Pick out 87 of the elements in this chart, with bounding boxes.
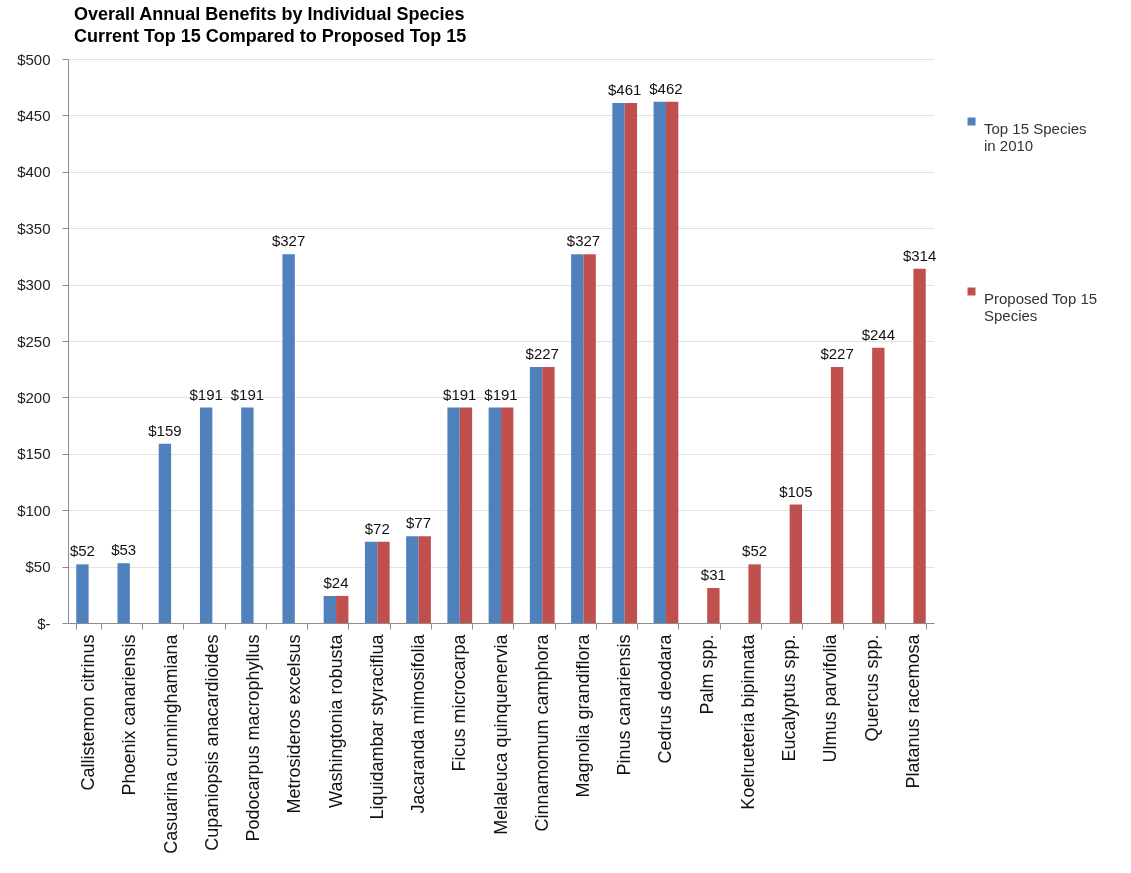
data-label: $461 — [608, 80, 642, 98]
bar — [488, 407, 501, 623]
bar — [364, 541, 378, 623]
bar — [624, 102, 638, 623]
data-label: $191 — [230, 385, 265, 403]
bar — [158, 443, 172, 623]
data-label: $31 — [700, 566, 726, 584]
chart-title: Overall Annual Benefits by Individual Species — [74, 4, 465, 24]
bar — [612, 102, 625, 623]
data-label: $52 — [742, 542, 768, 560]
bar — [653, 101, 666, 623]
data-label: $72 — [364, 519, 390, 537]
bar — [406, 536, 419, 623]
data-label: $244 — [861, 325, 896, 343]
x-tick-label: Jacaranda mimosifolia — [408, 633, 429, 814]
legend-label: Proposed Top 15 Species — [984, 289, 1098, 324]
bar — [323, 595, 337, 623]
x-tick-label: Podocarpus macrophyllus — [243, 634, 264, 842]
x-tick-label: Ulmus parvifolia — [820, 633, 841, 763]
data-label: $24 — [323, 573, 349, 591]
x-tick-label: Cedrus deodara — [655, 633, 676, 764]
bar — [789, 504, 803, 623]
x-tick-label: Koelrueteria bipinnata — [737, 633, 758, 810]
x-tick-label: Phoenix canariensis — [119, 634, 140, 796]
x-tick-label: Quercus spp. — [861, 634, 882, 742]
data-label: $191 — [443, 385, 477, 403]
x-tick-label: Ficus microcarpa — [449, 633, 470, 772]
y-tick-label: $200 — [17, 388, 51, 406]
y-tick-label: $50 — [25, 558, 51, 576]
y-tick-label: $450 — [17, 106, 51, 124]
data-label: $462 — [649, 79, 683, 97]
bar — [707, 588, 720, 623]
bar — [501, 407, 514, 623]
x-tick-label: Magnolia grandiflora — [572, 633, 593, 798]
bar — [583, 254, 596, 623]
data-label: $105 — [779, 482, 813, 500]
data-label: $314 — [902, 246, 937, 264]
x-tick-label: Eucalyptus spp. — [779, 634, 800, 762]
data-label: $159 — [148, 421, 182, 439]
x-tick-label: Casuarina cunninghamiana — [160, 633, 181, 854]
x-tick-label: Washingtonia robusta — [325, 633, 346, 808]
y-tick-label: $500 — [17, 50, 51, 68]
x-tick-label: Callistemon citrinus — [78, 634, 99, 791]
bar — [377, 541, 390, 623]
x-tick-label: Platanus racemosa — [902, 633, 923, 789]
y-tick-label: $100 — [17, 501, 51, 519]
data-label: $227 — [820, 344, 854, 362]
bar — [542, 366, 555, 623]
bar — [872, 347, 885, 623]
data-label: $53 — [111, 541, 137, 559]
y-tick-label: $250 — [17, 332, 51, 350]
data-label: $191 — [484, 385, 518, 403]
legend-label: Top 15 Species in 2010 — [984, 119, 1087, 154]
bar — [76, 564, 89, 623]
bar — [241, 407, 254, 623]
data-label: $191 — [189, 385, 223, 403]
x-tick-label: Pinus canariensis — [614, 634, 635, 776]
bar — [748, 564, 761, 623]
x-tick-label: Melaleuca quinquenervia — [490, 633, 511, 835]
y-tick-label: $150 — [17, 445, 51, 463]
bar — [199, 407, 213, 623]
bar — [447, 407, 460, 623]
bar — [913, 268, 926, 623]
y-tick-label: $- — [37, 614, 51, 632]
y-tick-label: $350 — [17, 219, 51, 237]
data-label: $327 — [271, 232, 306, 250]
bar — [117, 563, 130, 623]
bar — [418, 536, 431, 623]
data-label: $227 — [525, 344, 559, 362]
x-tick-label: Liquidambar styraciflua — [366, 633, 387, 820]
y-tick-label: $400 — [17, 163, 51, 181]
chart-subtitle: Current Top 15 Compared to Proposed Top 15 — [74, 26, 467, 46]
bar — [336, 595, 349, 623]
bar — [282, 254, 295, 623]
data-label: $77 — [406, 514, 432, 532]
x-tick-label: Palm spp. — [696, 634, 717, 715]
y-tick-label: $300 — [17, 276, 51, 294]
x-tick-label: Metrosideros excelsus — [284, 634, 305, 814]
bar — [665, 101, 679, 623]
bar — [571, 254, 584, 623]
data-label: $327 — [566, 232, 601, 250]
bar — [830, 366, 844, 623]
data-label: $52 — [69, 542, 95, 560]
bar — [459, 407, 473, 623]
bar — [529, 366, 543, 623]
x-tick-label: Cinnamomum camphora — [531, 633, 552, 832]
x-tick-label: Cupaniopsis anacardioides — [201, 634, 222, 851]
